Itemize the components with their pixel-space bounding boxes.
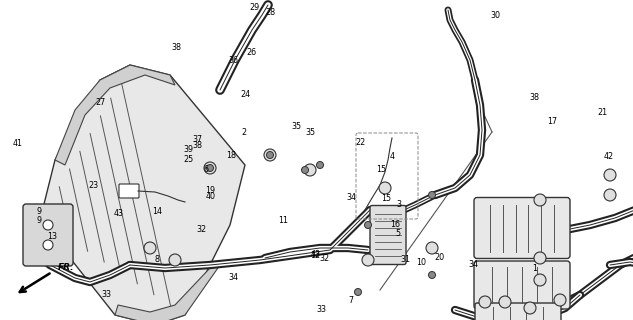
Text: 41: 41 [13, 139, 23, 148]
Polygon shape [40, 65, 245, 320]
Circle shape [429, 191, 436, 198]
Text: 10: 10 [416, 258, 426, 267]
Text: 34: 34 [468, 260, 479, 269]
Circle shape [379, 182, 391, 194]
Circle shape [264, 149, 276, 161]
Circle shape [429, 271, 436, 278]
Circle shape [266, 151, 273, 158]
Text: 34: 34 [228, 273, 238, 282]
FancyBboxPatch shape [370, 205, 406, 265]
Text: 9: 9 [37, 216, 42, 225]
Text: 38: 38 [171, 43, 181, 52]
Text: 38: 38 [530, 93, 540, 102]
Text: 5: 5 [395, 229, 400, 238]
Text: 26: 26 [247, 48, 257, 57]
Circle shape [316, 162, 323, 169]
Circle shape [604, 169, 616, 181]
Text: 1: 1 [532, 264, 537, 273]
Text: 3: 3 [396, 200, 401, 209]
FancyBboxPatch shape [474, 197, 570, 259]
Circle shape [362, 254, 374, 266]
Text: 31: 31 [400, 255, 410, 264]
Text: 23: 23 [89, 181, 99, 190]
Text: 39: 39 [184, 145, 194, 154]
Text: 14: 14 [152, 207, 162, 216]
Text: FR.: FR. [58, 263, 75, 273]
Text: 32: 32 [319, 254, 329, 263]
Text: 6: 6 [203, 165, 208, 174]
Text: 32: 32 [196, 225, 206, 234]
Text: 17: 17 [547, 117, 557, 126]
Text: 4: 4 [390, 152, 395, 161]
Text: 16: 16 [391, 220, 401, 228]
Circle shape [304, 164, 316, 176]
Text: 15: 15 [381, 194, 391, 203]
Text: 30: 30 [490, 11, 500, 20]
Text: 29: 29 [249, 3, 260, 12]
Text: 15: 15 [376, 165, 386, 174]
Text: 34: 34 [346, 193, 356, 202]
Text: 24: 24 [241, 90, 251, 99]
Text: 25: 25 [184, 155, 194, 164]
Circle shape [534, 274, 546, 286]
Text: 9: 9 [37, 207, 42, 216]
Text: 2: 2 [241, 128, 246, 137]
Circle shape [554, 294, 566, 306]
Polygon shape [55, 65, 175, 165]
Circle shape [499, 296, 511, 308]
Text: 37: 37 [192, 135, 203, 144]
Text: 36: 36 [228, 56, 238, 65]
Circle shape [204, 162, 216, 174]
Text: 33: 33 [101, 290, 111, 299]
Text: 35: 35 [291, 122, 301, 131]
Circle shape [43, 240, 53, 250]
Circle shape [43, 220, 53, 230]
FancyBboxPatch shape [474, 261, 570, 309]
Circle shape [426, 242, 438, 254]
Text: 43: 43 [310, 250, 320, 259]
FancyBboxPatch shape [23, 204, 73, 266]
Circle shape [365, 221, 372, 228]
Circle shape [169, 254, 181, 266]
Text: 18: 18 [226, 151, 236, 160]
Circle shape [604, 189, 616, 201]
Text: 43: 43 [114, 209, 124, 218]
Text: 40: 40 [205, 192, 215, 201]
FancyBboxPatch shape [475, 303, 561, 320]
Circle shape [206, 164, 213, 172]
Polygon shape [115, 265, 220, 320]
Text: 8: 8 [154, 255, 160, 264]
Circle shape [354, 289, 361, 295]
Text: 11: 11 [279, 216, 289, 225]
Circle shape [524, 302, 536, 314]
Text: 33: 33 [316, 305, 327, 314]
Text: 35: 35 [305, 128, 315, 137]
Circle shape [534, 194, 546, 206]
Text: 13: 13 [47, 232, 57, 241]
Text: 19: 19 [205, 186, 215, 195]
Circle shape [534, 252, 546, 264]
Circle shape [144, 242, 156, 254]
FancyBboxPatch shape [119, 184, 139, 198]
Text: 20: 20 [435, 253, 445, 262]
Circle shape [301, 166, 308, 173]
Text: 12: 12 [310, 252, 320, 260]
Text: 7: 7 [349, 296, 354, 305]
Circle shape [479, 296, 491, 308]
Text: 42: 42 [604, 152, 614, 161]
Text: 27: 27 [95, 98, 105, 107]
Text: 22: 22 [356, 138, 366, 147]
Text: 21: 21 [598, 108, 608, 116]
Text: 28: 28 [266, 8, 276, 17]
Text: 38: 38 [192, 141, 203, 150]
